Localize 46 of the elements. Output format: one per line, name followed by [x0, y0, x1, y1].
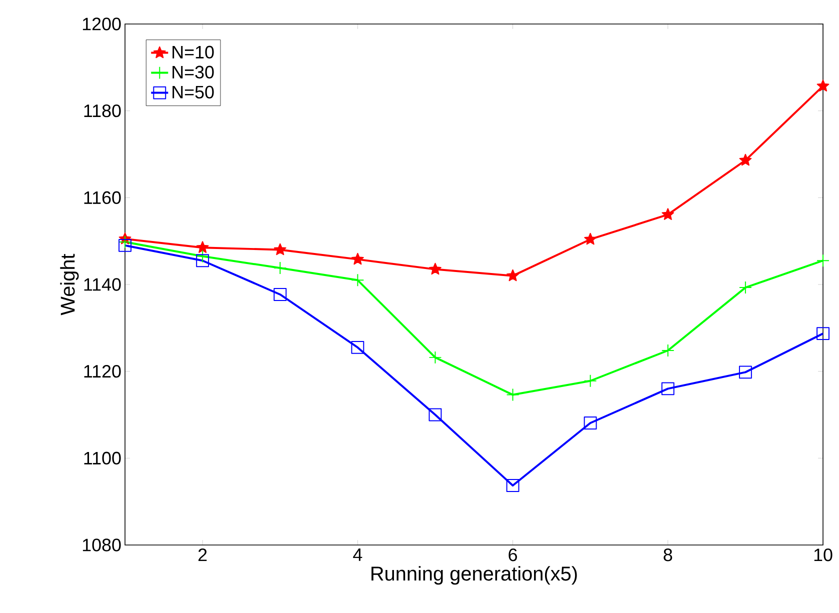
point	[274, 288, 287, 301]
point	[196, 241, 209, 253]
x-tick-label: 10	[814, 548, 832, 562]
point	[661, 344, 674, 357]
y-tick-label: 1160	[84, 191, 121, 204]
point	[274, 243, 286, 256]
point	[662, 208, 674, 220]
point	[118, 238, 132, 252]
y-tick-label: 1120	[84, 364, 121, 378]
point	[739, 154, 752, 166]
point	[506, 269, 519, 282]
point	[351, 252, 364, 265]
point	[428, 408, 442, 422]
point	[816, 80, 830, 92]
x-tick-label: 2	[198, 548, 207, 562]
legend-label: N=50	[172, 86, 214, 98]
point	[118, 235, 132, 248]
point	[428, 350, 442, 364]
point	[738, 281, 752, 294]
y-tick-label: 1180	[84, 104, 121, 118]
point	[584, 416, 597, 430]
point	[196, 250, 210, 263]
point	[429, 262, 442, 275]
legend-label: N=30	[172, 66, 214, 78]
point	[661, 382, 674, 396]
point	[816, 327, 830, 340]
point	[274, 262, 287, 274]
point	[584, 232, 597, 245]
point	[816, 254, 830, 268]
x-tick-label: 4	[353, 548, 362, 561]
y-tick-label: 1080	[82, 538, 121, 552]
y-axis-title: Weight	[60, 254, 79, 316]
x-axis-title: Running generation(x5)	[372, 566, 577, 585]
point	[506, 388, 520, 402]
y-tick-label: 1100	[84, 452, 121, 465]
y-tick-label: 1140	[84, 278, 121, 291]
legend-label: N=10	[172, 46, 214, 58]
point	[351, 340, 364, 354]
point	[351, 274, 364, 287]
point	[738, 366, 752, 379]
point	[196, 254, 210, 268]
x-tick-label: 8	[664, 548, 672, 562]
y-tick-label: 1200	[82, 18, 121, 30]
x-tick-label: 6	[508, 548, 517, 562]
point	[584, 374, 597, 388]
point	[506, 479, 520, 492]
